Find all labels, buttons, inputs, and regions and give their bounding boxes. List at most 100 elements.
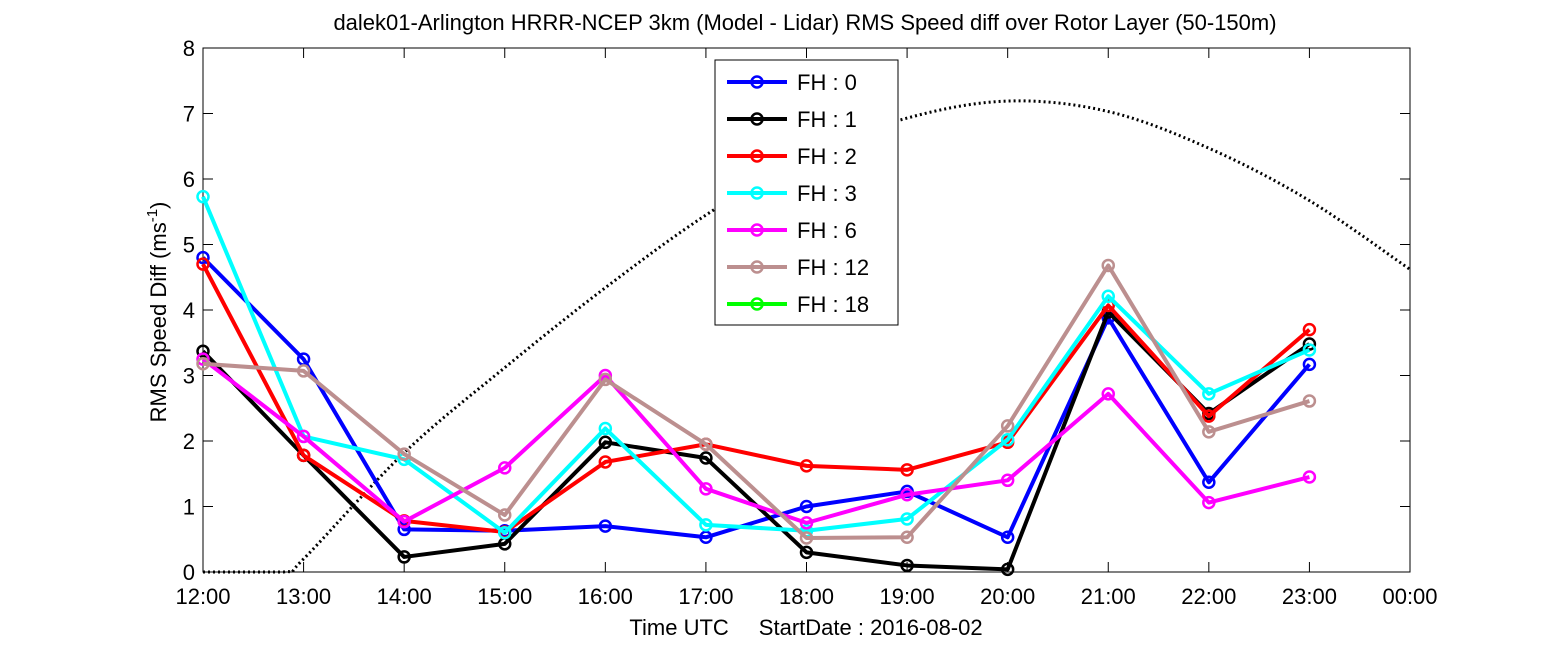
series-line [201, 256, 1311, 540]
legend-entry: FH : 2 [727, 144, 857, 169]
data-point [699, 451, 713, 465]
legend-marker [750, 223, 764, 237]
data-point [1202, 409, 1216, 423]
x-tick-label: 15:00 [477, 584, 532, 609]
legend-entry: FH : 12 [727, 255, 869, 280]
y-axis-label-main: RMS Speed Diff (ms [146, 222, 171, 422]
legend-entry: FH : 18 [727, 292, 869, 317]
x-tick-label: 20:00 [980, 584, 1035, 609]
x-tick-label: 18:00 [779, 584, 834, 609]
x-tick-label: 00:00 [1382, 584, 1437, 609]
data-point [1302, 394, 1317, 408]
data-point [498, 525, 512, 540]
series-fh-3 [196, 189, 1317, 540]
data-point [196, 344, 210, 359]
data-point [699, 518, 713, 532]
series-layer [196, 189, 1317, 577]
data-point [699, 530, 713, 545]
legend-entry: FH : 1 [727, 107, 857, 132]
data-point [1000, 473, 1015, 488]
y-axis-label: RMS Speed Diff (ms-1) [144, 202, 171, 423]
data-point [799, 516, 814, 530]
x-axis-label-startdate: StartDate : 2016-08-02 [759, 615, 983, 640]
chart-title: dalek01-Arlington HRRR-NCEP 3km (Model -… [333, 10, 1276, 35]
y-axis-label-close: ) [146, 202, 171, 209]
data-point [799, 459, 814, 473]
series-fh-0 [196, 250, 1317, 545]
data-point [397, 514, 411, 529]
data-point [1202, 475, 1216, 490]
y-tick-label: 2 [183, 429, 195, 454]
data-point [900, 463, 914, 477]
data-point [196, 356, 210, 371]
legend-marker [750, 149, 764, 163]
data-point [397, 522, 411, 537]
y-tick-label: 7 [183, 102, 195, 127]
series-fh-12 [196, 258, 1317, 545]
data-point [1202, 387, 1216, 401]
data-point [598, 421, 613, 436]
x-axis-label-main: Time UTC [629, 615, 729, 640]
data-point [1101, 289, 1115, 303]
data-point [1302, 357, 1317, 372]
legend-marker [750, 75, 764, 89]
y-tick-label: 8 [183, 36, 195, 61]
x-tick-label: 13:00 [276, 584, 331, 609]
legend-label: FH : 18 [797, 292, 869, 317]
data-point [699, 437, 713, 452]
data-point [799, 499, 814, 514]
data-point [498, 508, 512, 522]
y-tick-label: 3 [183, 364, 195, 389]
data-point [1302, 322, 1317, 337]
data-point [900, 487, 914, 502]
data-point [598, 372, 613, 387]
data-point [1302, 337, 1317, 351]
series-line [202, 263, 1311, 540]
data-point [900, 512, 914, 526]
series-line [201, 357, 1310, 525]
data-point [196, 250, 210, 265]
y-tick-label: 1 [183, 495, 195, 520]
x-axis-label: Time UTC StartDate : 2016-08-02 [629, 615, 982, 640]
x-tick-label: 22:00 [1181, 584, 1236, 609]
data-point [296, 364, 311, 378]
legend-label: FH : 6 [797, 218, 857, 243]
y-tick-label: 6 [183, 167, 195, 192]
data-point [900, 530, 914, 545]
data-point [1101, 387, 1115, 401]
data-point [296, 448, 311, 463]
x-tick-label: 14:00 [377, 584, 432, 609]
data-point [1302, 470, 1317, 484]
legend-entry: FH : 3 [727, 181, 857, 206]
legend-marker [750, 260, 764, 274]
y-axis-label-sup: -1 [144, 209, 161, 222]
data-point [196, 189, 210, 204]
data-point [1000, 562, 1015, 577]
legend-marker [750, 297, 764, 311]
x-tick-label: 19:00 [880, 584, 935, 609]
x-axis: 12:00 13:00 14:00 15:00 16:00 17:00 18:00 19:00… [175, 48, 1438, 609]
legend-label: FH : 3 [797, 181, 857, 206]
y-axis: 0 1 2 3 4 5 6 7 8 [183, 36, 1410, 585]
data-point [196, 257, 210, 271]
data-point [1202, 495, 1216, 510]
data-point [598, 435, 613, 450]
data-point [498, 461, 512, 475]
legend-marker [750, 112, 764, 126]
legend-label: FH : 1 [797, 107, 857, 132]
y-tick-label: 0 [183, 560, 195, 585]
x-tick-label: 17:00 [678, 584, 733, 609]
legend-label: FH : 12 [797, 255, 869, 280]
series-line [201, 195, 1311, 535]
data-point [598, 519, 613, 533]
data-point [397, 447, 411, 461]
legend-label: FH : 0 [797, 70, 857, 95]
data-point [1000, 419, 1015, 433]
y-tick-label: 4 [183, 298, 195, 323]
data-point [1302, 343, 1317, 357]
data-point [1101, 258, 1115, 273]
data-point [296, 429, 311, 444]
data-point [799, 531, 814, 545]
x-tick-label: 23:00 [1282, 584, 1337, 609]
